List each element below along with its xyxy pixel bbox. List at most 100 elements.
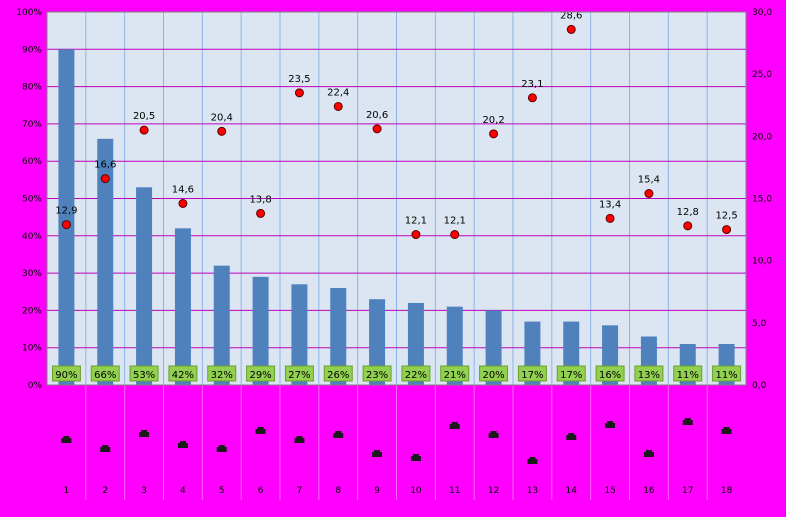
category-icon-top: [179, 441, 186, 443]
right-axis-tick-labels: 0,0 5,0 10,0 15,0 20,0 25,0 30,0: [752, 8, 772, 391]
scatter-point: [489, 129, 499, 139]
category-icon-body: [605, 423, 616, 428]
bar-data-label: 13%: [634, 365, 664, 382]
bar-data-label-text: 11%: [715, 370, 737, 381]
category-icon-body: [255, 429, 266, 434]
scatter-point: [411, 230, 421, 240]
category-icon-body: [372, 452, 383, 457]
scatter-point: [566, 24, 576, 34]
bar: [407, 302, 424, 385]
x-axis-tick-label: 6: [258, 486, 264, 496]
category-icon: [410, 454, 421, 461]
category-icon-top: [63, 436, 70, 438]
bar-data-label: 26%: [323, 365, 353, 382]
left-axis-tick-label: 0%: [28, 381, 43, 391]
x-axis-tick-label: 15: [604, 486, 615, 496]
left-axis-tick-labels: 0% 10% 20% 30% 40% 50% 60% 70% 80% 90% 100%: [16, 8, 42, 391]
x-axis-tick-label: 8: [335, 486, 341, 496]
bar-data-label: 11%: [712, 365, 742, 382]
category-icon-body: [216, 447, 227, 452]
bar-data-label-text: 32%: [211, 370, 233, 381]
bar-data-label: 53%: [129, 365, 159, 382]
category-icon-top: [568, 433, 575, 435]
right-axis-tick-label: 10,0: [752, 257, 772, 267]
scatter-point: [683, 221, 693, 231]
right-axis-tick-label: 0,0: [752, 381, 767, 391]
bar-data-label: 22%: [401, 365, 431, 382]
x-axis-tick-label: 10: [410, 486, 422, 496]
bar-data-label-box: [129, 365, 159, 382]
bar-data-label: 17%: [517, 365, 547, 382]
right-axis-tick-label: 5,0: [752, 319, 767, 329]
scatter-point: [450, 230, 460, 240]
scatter-data-label: 12,9: [55, 206, 77, 217]
scatter-data-label: 28,6: [560, 10, 582, 21]
x-axis-tick-label: 3: [141, 486, 147, 496]
bar-data-label-text: 23%: [366, 370, 388, 381]
category-icon-top: [374, 450, 381, 452]
bar: [213, 265, 230, 385]
scatter-data-label: 13,8: [249, 194, 271, 205]
left-axis-tick-label: 60%: [22, 157, 42, 167]
bar-data-label-box: [246, 365, 276, 382]
left-axis-tick-label: 10%: [22, 344, 42, 354]
category-icon-top: [335, 431, 342, 433]
bar-data-label-box: [284, 365, 314, 382]
bar-data-label-text: 21%: [444, 370, 466, 381]
category-icon-body: [566, 435, 577, 440]
category-icon: [527, 457, 538, 464]
scatter-point: [644, 189, 654, 199]
category-icon: [449, 422, 460, 429]
bar-data-label-text: 90%: [55, 370, 77, 381]
scatter-data-label: 20,4: [211, 112, 233, 123]
scatter-point: [333, 101, 343, 111]
category-icon: [216, 445, 227, 452]
bar: [174, 228, 191, 385]
scatter-data-label: 12,1: [405, 216, 427, 227]
bar-data-label-text: 42%: [172, 370, 194, 381]
category-icon: [488, 431, 499, 438]
x-axis-tick-label: 12: [488, 486, 499, 496]
bar-data-label-box: [168, 365, 198, 382]
category-icon: [643, 450, 654, 457]
scatter-data-label: 23,1: [521, 79, 543, 90]
category-icon-body: [488, 433, 499, 438]
scatter-data-label: 20,6: [366, 110, 388, 121]
right-axis-tick-label: 20,0: [752, 132, 772, 142]
category-icon-top: [684, 418, 691, 420]
category-icon-body: [410, 456, 421, 461]
left-axis-tick-label: 30%: [22, 269, 42, 279]
scatter-point: [256, 208, 266, 218]
bar-data-label-text: 53%: [133, 370, 155, 381]
plot-border: [46, 11, 747, 386]
category-icon-top: [218, 445, 225, 447]
category-icon: [294, 436, 305, 443]
left-axis-tick-label: 50%: [22, 195, 42, 205]
scatter-point: [217, 126, 227, 136]
bar-data-label-text: 13%: [638, 370, 660, 381]
x-axis-tick-label: 2: [102, 486, 108, 496]
category-icon-body: [100, 447, 111, 452]
category-icon: [566, 433, 577, 440]
category-icon-body: [449, 424, 460, 429]
bar-data-label-box: [673, 365, 703, 382]
category-icon-top: [645, 450, 652, 452]
bar-data-label-box: [207, 365, 237, 382]
category-icon: [333, 431, 344, 438]
category-icon: [372, 450, 383, 457]
bar-data-label-box: [517, 365, 547, 382]
bar-data-label-box: [712, 365, 742, 382]
left-axis-tick-label: 90%: [22, 45, 42, 55]
bar-data-label-text: 11%: [677, 370, 699, 381]
x-axis-tick-label: 13: [527, 486, 538, 496]
x-axis-tick-label: 18: [721, 486, 733, 496]
category-icon-body: [333, 433, 344, 438]
bar-data-label-box: [323, 365, 353, 382]
category-icon-top: [490, 431, 497, 433]
bar: [136, 187, 153, 385]
bar-data-labels: 90% 66% 53% 42% 32% 29% 27% 26% 23% 22% 21% 20% 17% 1…: [51, 365, 742, 382]
right-axis-tick-label: 30,0: [752, 8, 772, 18]
x-axis-tick-label: 4: [180, 486, 186, 496]
bar-data-label-text: 16%: [599, 370, 621, 381]
